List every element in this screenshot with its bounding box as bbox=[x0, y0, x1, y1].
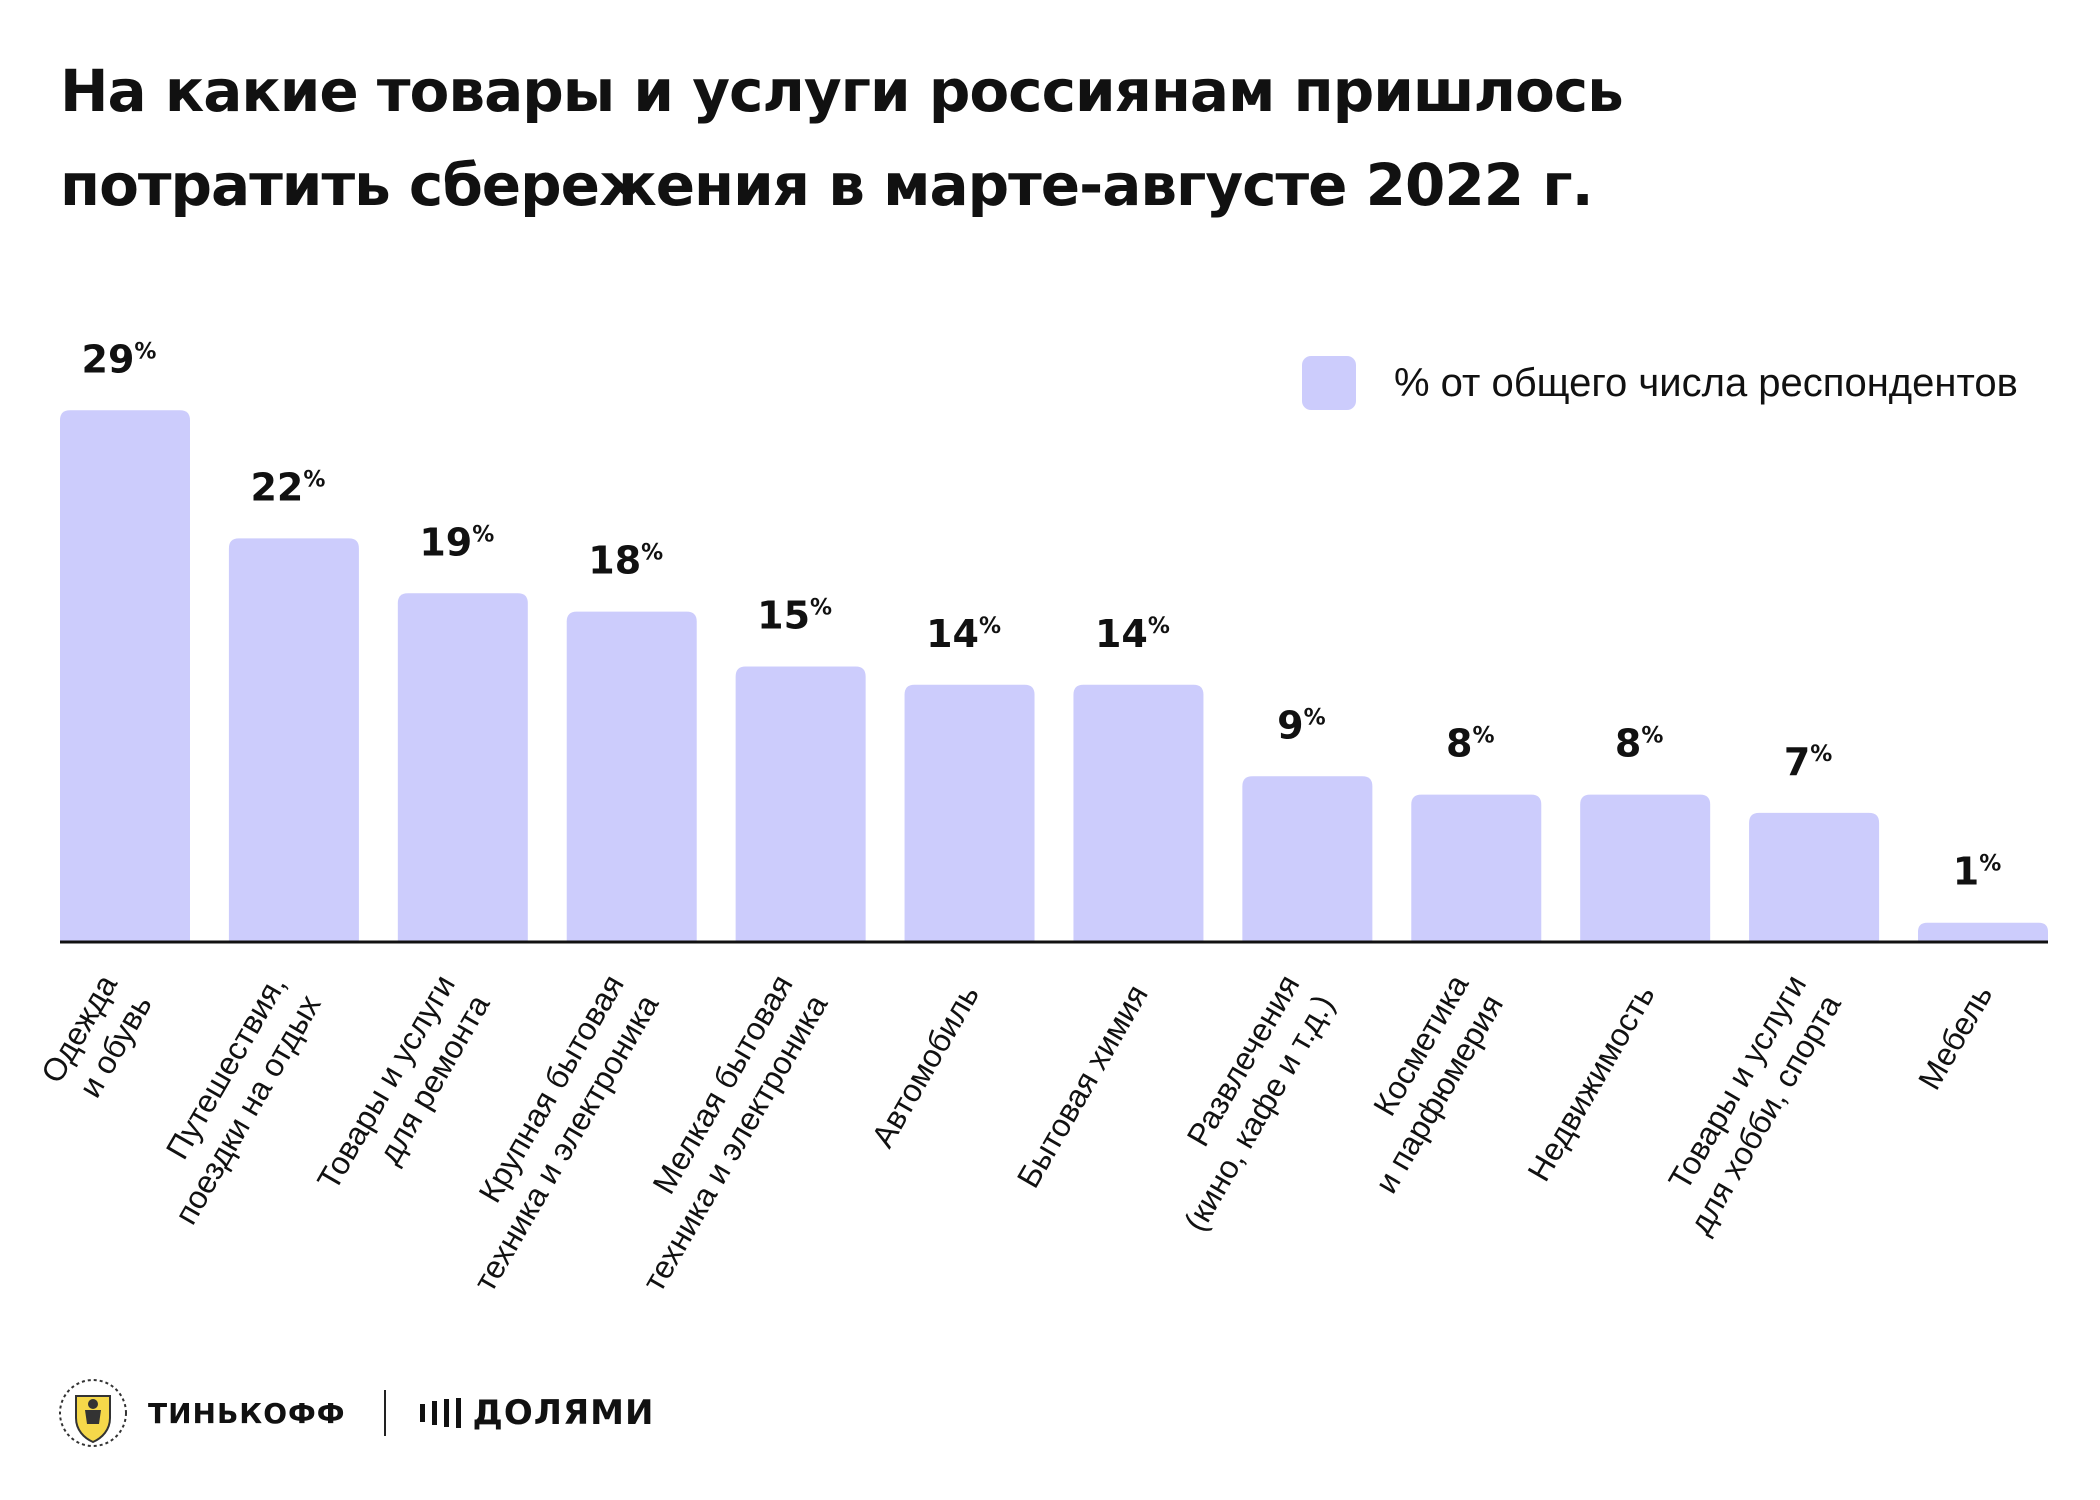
bar bbox=[1918, 922, 2048, 941]
brand-dolyami: ДОЛЯМИ bbox=[472, 1393, 655, 1433]
chart-title-line-2: потратить сбережения в марте-августе 202… bbox=[60, 151, 1594, 219]
category-label-line: Автомобиль bbox=[864, 979, 986, 1154]
bar-value-label: 1% bbox=[1953, 850, 2002, 894]
bar bbox=[1749, 812, 1880, 941]
category-label-line: Мебель bbox=[1911, 979, 1999, 1096]
footer-divider bbox=[383, 1390, 386, 1436]
bar bbox=[1411, 794, 1542, 941]
bar-value-label: 19% bbox=[419, 520, 494, 564]
chart-legend: % от общего числа респондентов bbox=[1302, 356, 2018, 410]
category-label-line: Недвижимость bbox=[1520, 979, 1661, 1188]
legend-swatch bbox=[1302, 356, 1356, 410]
bar-value-label: 15% bbox=[757, 594, 832, 638]
bar-value-label: 7% bbox=[1784, 740, 1833, 784]
legend-label: % от общего числа респондентов bbox=[1394, 360, 2018, 405]
bar bbox=[1242, 776, 1373, 941]
bar bbox=[904, 684, 1035, 941]
bar bbox=[1073, 684, 1204, 941]
bar-value-label: 8% bbox=[1615, 722, 1664, 766]
footer-logos: ТИНЬКОФФ ДОЛЯМИ bbox=[58, 1376, 654, 1450]
tinkoff-shield-emblem-icon bbox=[59, 1379, 127, 1447]
bar bbox=[1580, 794, 1711, 941]
bar-value-label: 14% bbox=[926, 612, 1001, 656]
dolyami-bars-icon bbox=[419, 1398, 461, 1428]
bar-value-label: 14% bbox=[1095, 612, 1170, 656]
bar bbox=[566, 611, 697, 941]
bar bbox=[228, 538, 359, 941]
bar bbox=[397, 593, 528, 941]
category-label: Развлечения(кино, кафе и т.д.) bbox=[1177, 969, 1341, 1238]
category-label: Мебель bbox=[1911, 979, 1999, 1096]
chart-title-line-1: На какие товары и услуги россиянам пришл… bbox=[60, 57, 1624, 125]
brand-tinkoff: ТИНЬКОФФ bbox=[148, 1396, 346, 1430]
bar-value-label: 9% bbox=[1277, 703, 1326, 747]
chart-title: На какие товары и услуги россиянам пришл… bbox=[60, 44, 1960, 232]
category-label: Бытовая химия bbox=[1010, 979, 1155, 1194]
bar-value-label: 8% bbox=[1446, 722, 1495, 766]
category-label: Недвижимость bbox=[1520, 979, 1661, 1188]
bar-value-label: 29% bbox=[82, 337, 157, 381]
category-label-line: Бытовая химия bbox=[1010, 979, 1155, 1194]
bar bbox=[60, 410, 190, 941]
bar bbox=[735, 666, 866, 941]
category-label: Автомобиль bbox=[864, 979, 986, 1154]
category-label: Путешествия,поездки на отдых bbox=[159, 969, 328, 1231]
bar-value-label: 18% bbox=[588, 539, 663, 583]
bar-value-label: 22% bbox=[250, 465, 325, 509]
